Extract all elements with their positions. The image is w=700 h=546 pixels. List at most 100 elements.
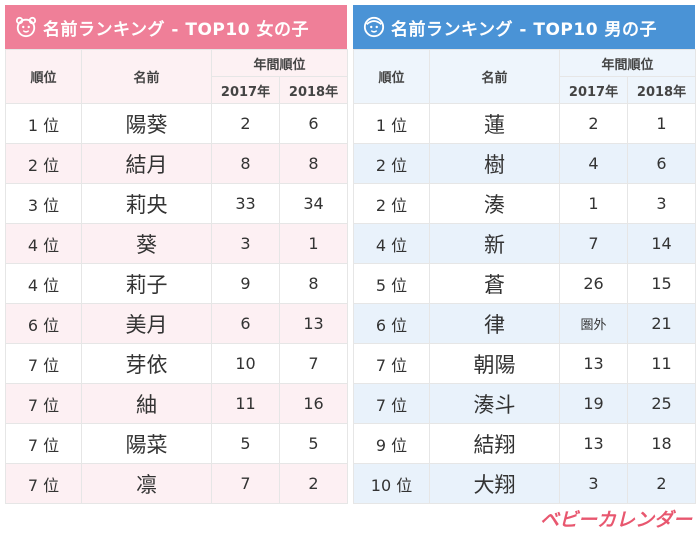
rank-2017-cell: 1 [559, 183, 628, 224]
name-cell: 律 [429, 303, 560, 344]
rank-cell: 7 位 [5, 343, 82, 384]
rank-2018-cell: 1 [278, 223, 349, 264]
name-cell: 朝陽 [429, 343, 560, 384]
name-cell: 湊 [429, 183, 560, 224]
table-row: 5 位蒼 26 15 [353, 263, 697, 304]
boys-col-2017: 2017年 [559, 76, 628, 104]
table-row: 7 位芽依 10 7 [5, 343, 349, 384]
rank-2017-cell: 3 [559, 463, 628, 504]
rank-2017-cell: 5 [211, 423, 280, 464]
boys-col-yearly: 年間順位 [558, 49, 697, 77]
table-row: 7 位陽菜 5 5 [5, 423, 349, 464]
rank-cell: 10 位 [353, 463, 430, 504]
name-cell: 湊斗 [429, 383, 560, 424]
boys-banner: 名前ランキング - TOP10 男の子 [353, 5, 695, 49]
rank-2017-cell: 4 [559, 143, 628, 184]
girls-title: 名前ランキング - TOP10 女の子 [43, 19, 309, 40]
name-cell: 樹 [429, 143, 560, 184]
table-row: 3 位莉央 33 34 [5, 183, 349, 224]
rank-2018-cell: 16 [278, 383, 349, 424]
name-cell: 葵 [81, 223, 212, 264]
name-cell: 結翔 [429, 423, 560, 464]
rank-cell: 7 位 [353, 383, 430, 424]
rank-2018-cell: 15 [626, 263, 697, 304]
rank-2017-cell: 7 [211, 463, 280, 504]
name-cell: 結月 [81, 143, 212, 184]
rank-2018-cell: 7 [278, 343, 349, 384]
rank-cell: 4 位 [5, 263, 82, 304]
rank-2017-cell: 11 [211, 383, 280, 424]
rank-cell: 7 位 [5, 383, 82, 424]
rank-2017-cell: 10 [211, 343, 280, 384]
rank-2018-cell: 2 [626, 463, 697, 504]
rank-cell: 7 位 [5, 423, 82, 464]
table-row: 9 位結翔 13 18 [353, 423, 697, 464]
name-cell: 紬 [81, 383, 212, 424]
rank-2017-cell: 3 [211, 223, 280, 264]
table-row: 4 位新 7 14 [353, 223, 697, 264]
rank-cell: 1 位 [5, 103, 82, 144]
name-cell: 大翔 [429, 463, 560, 504]
rank-2017-cell: 2 [211, 103, 280, 144]
rank-2017-cell: 9 [211, 263, 280, 304]
name-cell: 凛 [81, 463, 212, 504]
girls-col-2017: 2017年 [211, 76, 280, 104]
boys-col-2018: 2018年 [626, 76, 697, 104]
boys-title: 名前ランキング - TOP10 男の子 [391, 19, 657, 40]
girls-col-2018: 2018年 [278, 76, 349, 104]
table-row: 4 位莉子 9 8 [5, 263, 349, 304]
name-cell: 新 [429, 223, 560, 264]
rank-2018-cell: 2 [278, 463, 349, 504]
rank-2018-cell: 3 [626, 183, 697, 224]
brand-logo: ベビーカレンダー [539, 509, 692, 531]
rank-2018-cell: 8 [278, 143, 349, 184]
table-row: 1 位陽葵 2 6 [5, 103, 349, 144]
rank-2018-cell: 18 [626, 423, 697, 464]
rank-cell: 7 位 [353, 343, 430, 384]
name-cell: 美月 [81, 303, 212, 344]
name-cell: 陽葵 [81, 103, 212, 144]
rank-2017-cell: 2 [559, 103, 628, 144]
girls-banner: 名前ランキング - TOP10 女の子 [5, 5, 347, 49]
girl-face-icon [15, 16, 37, 38]
rank-2018-cell: 21 [626, 303, 697, 344]
table-row: 7 位朝陽 13 11 [353, 343, 697, 384]
rank-2017-cell: 8 [211, 143, 280, 184]
rank-cell: 7 位 [5, 463, 82, 504]
rank-2017-cell: 13 [559, 343, 628, 384]
rank-2018-cell: 6 [278, 103, 349, 144]
rank-cell: 6 位 [353, 303, 430, 344]
girls-col-name: 名前 [81, 49, 212, 104]
girls-ranking-panel: 名前ランキング - TOP10 女の子 順位 名前 年間順位 2017年 201… [5, 5, 349, 504]
name-cell: 芽依 [81, 343, 212, 384]
rank-cell: 2 位 [5, 143, 82, 184]
rank-2018-cell: 11 [626, 343, 697, 384]
name-cell: 莉央 [81, 183, 212, 224]
rank-cell: 4 位 [5, 223, 82, 264]
rank-cell: 6 位 [5, 303, 82, 344]
name-cell: 陽菜 [81, 423, 212, 464]
boys-ranking-panel: 名前ランキング - TOP10 男の子 順位 名前 年間順位 2017年 201… [353, 5, 697, 504]
rank-cell: 2 位 [353, 183, 430, 224]
rank-2018-cell: 34 [278, 183, 349, 224]
girls-col-yearly: 年間順位 [210, 49, 349, 77]
boys-col-rank: 順位 [353, 49, 430, 104]
rank-cell: 1 位 [353, 103, 430, 144]
girls-col-rank: 順位 [5, 49, 82, 104]
boys-col-name: 名前 [429, 49, 560, 104]
rank-cell: 2 位 [353, 143, 430, 184]
rank-2017-cell: 13 [559, 423, 628, 464]
rank-2017-cell: 圏外 [559, 303, 628, 344]
rank-2018-cell: 8 [278, 263, 349, 304]
rank-2018-cell: 25 [626, 383, 697, 424]
rank-2017-cell: 7 [559, 223, 628, 264]
rank-2018-cell: 1 [626, 103, 697, 144]
name-cell: 蒼 [429, 263, 560, 304]
rank-2018-cell: 6 [626, 143, 697, 184]
name-cell: 莉子 [81, 263, 212, 304]
